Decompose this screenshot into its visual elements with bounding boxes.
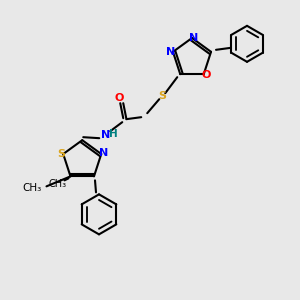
- Text: CH₃: CH₃: [48, 179, 67, 189]
- Text: N: N: [189, 33, 199, 43]
- Text: O: O: [201, 70, 210, 80]
- Text: S: S: [158, 91, 166, 101]
- Text: S: S: [57, 149, 65, 159]
- Text: O: O: [115, 93, 124, 103]
- Text: N: N: [99, 148, 108, 158]
- Text: N: N: [100, 130, 110, 140]
- Text: CH₃: CH₃: [22, 183, 41, 194]
- Text: N: N: [167, 47, 176, 57]
- Text: H: H: [109, 129, 118, 139]
